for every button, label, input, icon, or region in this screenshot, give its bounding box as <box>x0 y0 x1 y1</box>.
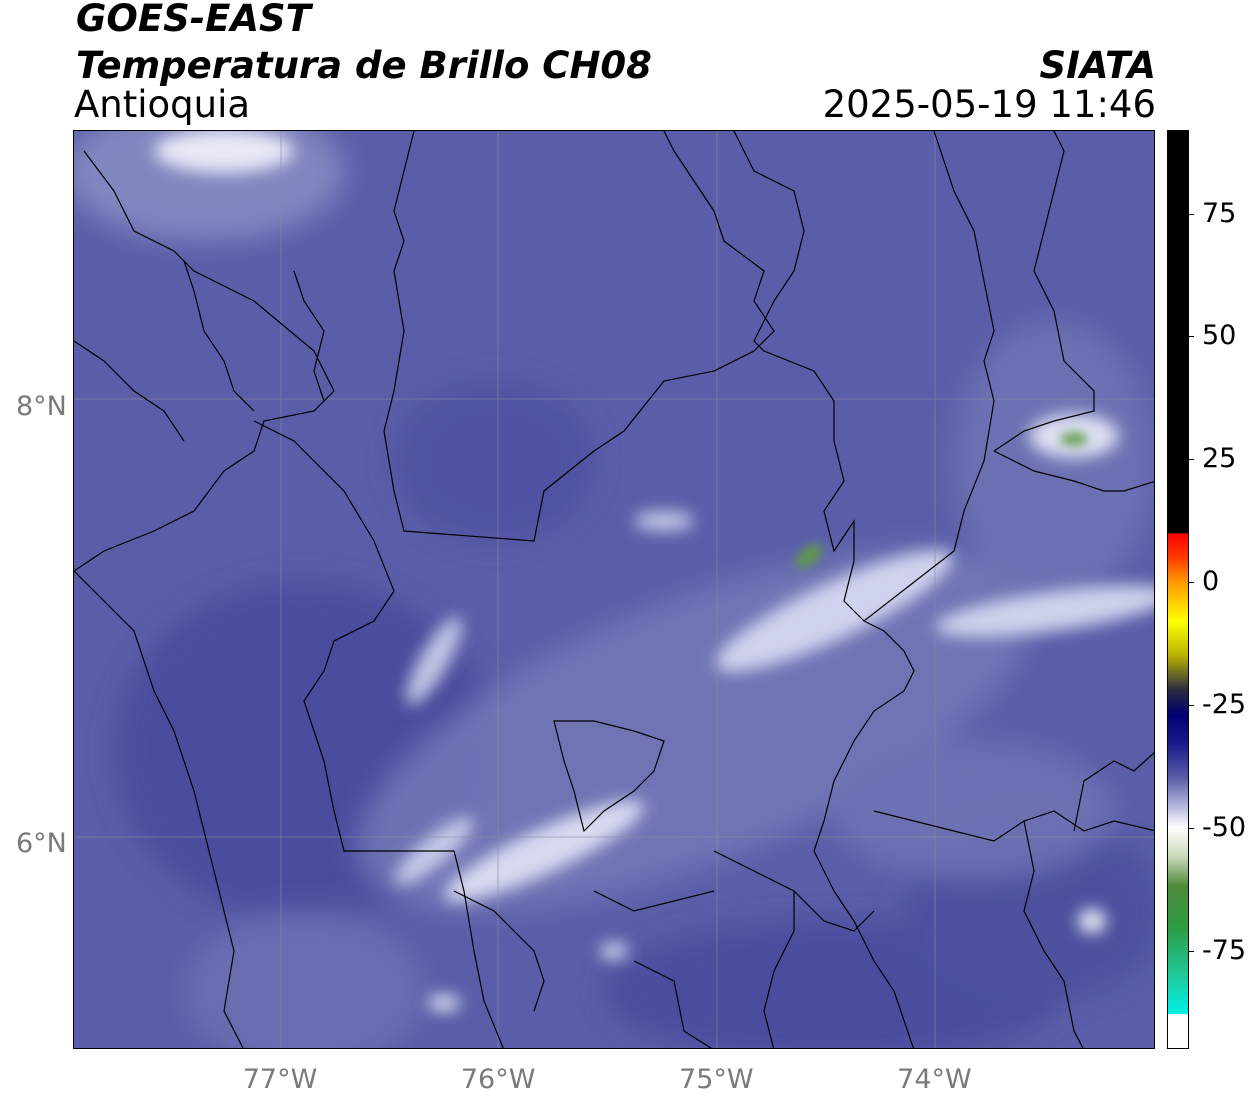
longitude-tick-label: 75°W <box>679 1064 754 1095</box>
colorbar-tick-label: 50 <box>1202 320 1237 352</box>
title-satellite: GOES-EAST <box>76 0 311 40</box>
colorbar-tick-mark <box>1188 336 1194 338</box>
timestamp-label: 2025-05-19 11:46 <box>822 83 1156 126</box>
colorbar-tick-label: 0 <box>1202 566 1220 598</box>
longitude-tick-label: 74°W <box>897 1064 972 1095</box>
colorbar-tick-mark <box>1188 459 1194 461</box>
warmest-spots <box>795 432 1088 568</box>
colorbar-tick-mark <box>1188 213 1194 215</box>
colorbar-tick-label: -75 <box>1202 934 1247 966</box>
colorbar-tick-label: 75 <box>1202 197 1237 229</box>
latitude-tick-label: 6°N <box>16 827 67 859</box>
map-panel[interactable] <box>73 130 1155 1049</box>
colorbar-tick-label: -50 <box>1202 811 1247 843</box>
latitude-tick-label: 8°N <box>16 391 67 423</box>
title-region: Antioquia <box>74 83 251 126</box>
colorbar-tick-mark <box>1188 582 1194 584</box>
longitude-tick-label: 77°W <box>242 1064 318 1095</box>
colorbar-tick-label: 25 <box>1202 443 1237 475</box>
colorbar-tick-mark <box>1188 950 1194 952</box>
longitude-tick-label: 76°W <box>460 1064 536 1095</box>
colorbar-tick-mark <box>1188 827 1194 829</box>
administrative-borders <box>74 131 1154 1048</box>
map-canvas <box>74 131 1154 1048</box>
title-product: Temperatura de Brillo CH08 <box>76 44 652 87</box>
warm-terrain-shading <box>74 131 1154 1048</box>
colorbar-tick-label: -25 <box>1202 688 1247 720</box>
colorbar <box>1167 130 1189 1049</box>
brand-label: SIATA <box>1039 44 1156 87</box>
colorbar-tick-mark <box>1188 704 1194 706</box>
